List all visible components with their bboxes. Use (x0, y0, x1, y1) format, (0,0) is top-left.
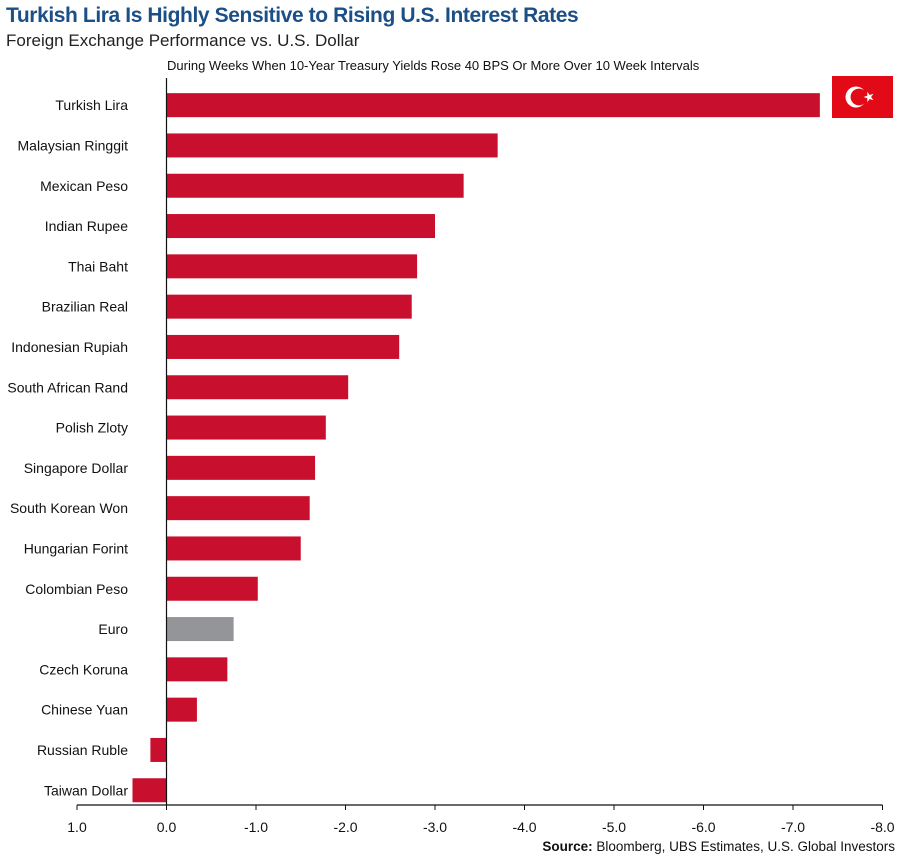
category-label: Polish Zloty (56, 420, 128, 436)
category-label: Chinese Yuan (41, 702, 128, 718)
category-label: Hungarian Forint (24, 540, 128, 556)
turkey-flag-icon (832, 76, 893, 118)
chart-subtitle: Foreign Exchange Performance vs. U.S. Do… (6, 31, 360, 50)
flag-star (863, 91, 874, 103)
bar-mexican-peso (166, 173, 464, 198)
bar-singapore-dollar (166, 455, 316, 480)
bar-chinese-yuan (166, 697, 197, 722)
bar-polish-zloty (166, 415, 326, 440)
category-label: Malaysian Ringgit (18, 137, 129, 153)
bar-south-african-rand (166, 375, 349, 400)
bar-czech-koruna (166, 657, 228, 682)
x-tick-label: -6.0 (691, 819, 715, 835)
x-tick-label: -8.0 (870, 819, 894, 835)
bar-malaysian-ringgit (166, 133, 498, 158)
category-label: Colombian Peso (25, 581, 128, 597)
source-text: Bloomberg, UBS Estimates, U.S. Global In… (592, 839, 895, 854)
x-tick-label: -7.0 (781, 819, 805, 835)
bar-indian-rupee (166, 214, 435, 239)
category-label: Singapore Dollar (24, 460, 129, 476)
category-label: Indian Rupee (45, 218, 129, 234)
category-label: Euro (98, 621, 128, 637)
bar-taiwan-dollar (132, 778, 167, 803)
category-label: South Korean Won (10, 500, 128, 516)
x-tick-label: -1.0 (244, 819, 268, 835)
flag-crescent-inner (850, 88, 868, 106)
x-tick-label: -2.0 (333, 819, 357, 835)
bar-thai-baht (166, 254, 418, 279)
x-tick-label: -4.0 (512, 819, 536, 835)
category-label: Brazilian Real (42, 299, 128, 315)
category-label: Taiwan Dollar (44, 782, 128, 798)
x-tick-label: -3.0 (423, 819, 447, 835)
bar-indonesian-rupiah (166, 334, 400, 359)
source-note: Source: Bloomberg, UBS Estimates, U.S. G… (542, 839, 895, 854)
x-tick-label: 1.0 (67, 819, 87, 835)
bar-brazilian-real (166, 294, 412, 319)
x-tick-label: 0.0 (157, 819, 177, 835)
category-label: South African Rand (7, 379, 128, 395)
chart-note: During Weeks When 10-Year Treasury Yield… (167, 58, 700, 73)
category-label: Indonesian Rupiah (11, 339, 128, 355)
bar-south-korean-won (166, 496, 310, 521)
chart-title: Turkish Lira Is Highly Sensitive to Risi… (6, 4, 579, 27)
x-tick-label: -5.0 (602, 819, 626, 835)
category-label: Czech Koruna (39, 661, 128, 677)
category-label: Turkish Lira (55, 97, 128, 113)
bar-colombian-peso (166, 576, 258, 601)
bar-turkish-lira (166, 93, 820, 118)
category-label: Russian Ruble (37, 742, 128, 758)
source-label: Source: (542, 839, 593, 854)
bar-hungarian-forint (166, 536, 301, 561)
category-label: Thai Baht (68, 258, 128, 274)
bar-euro (166, 617, 234, 642)
category-label: Mexican Peso (40, 178, 128, 194)
bar-russian-ruble (150, 737, 167, 762)
